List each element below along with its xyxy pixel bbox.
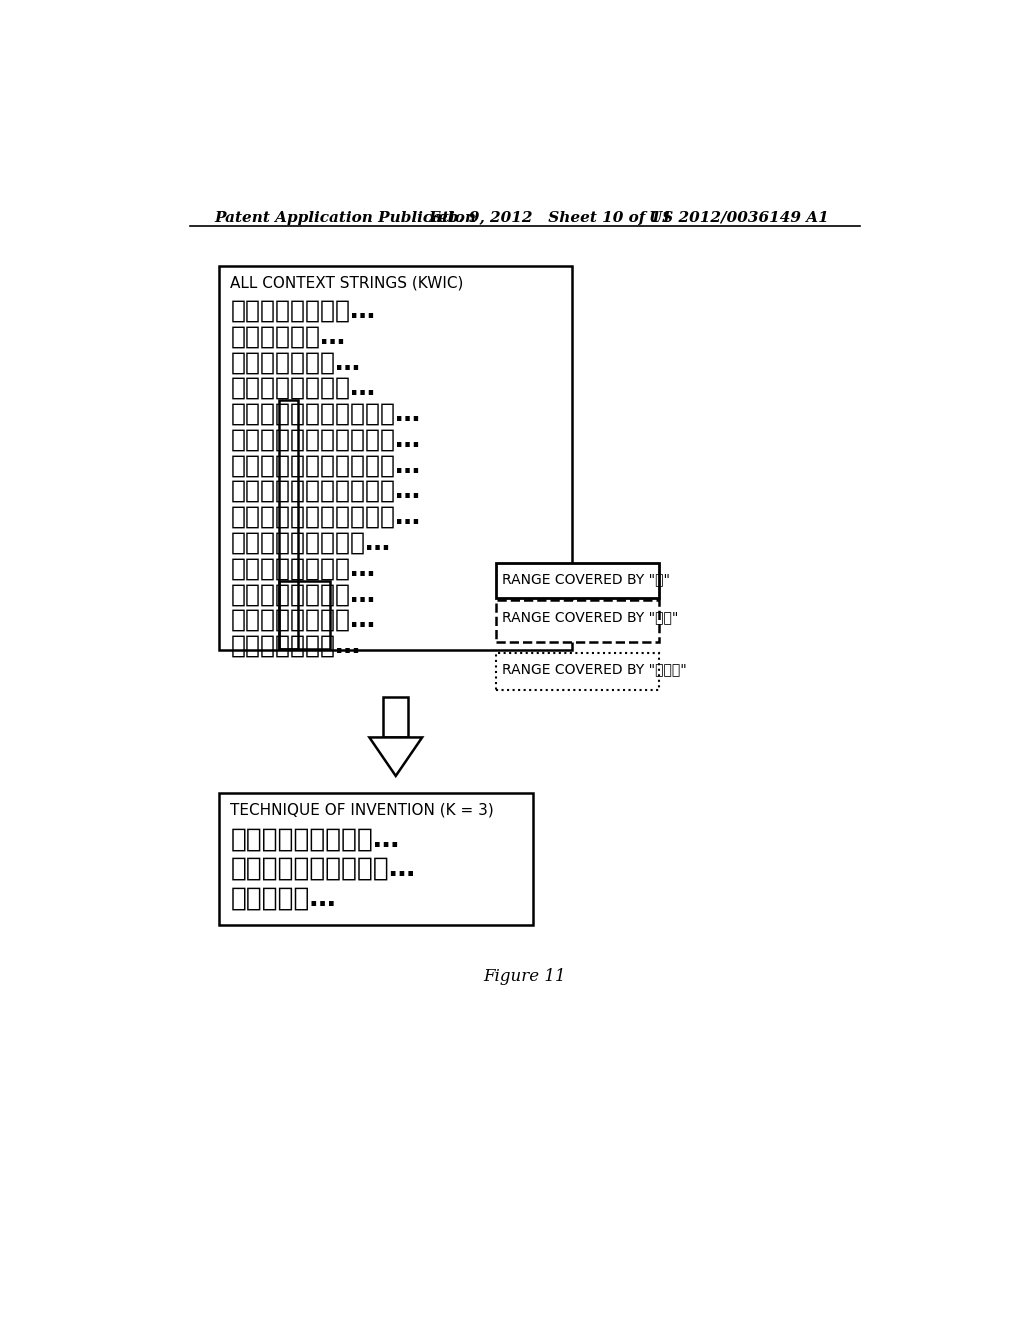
Text: Figure 11: Figure 11: [483, 968, 566, 985]
Bar: [219, 267, 572, 649]
Text: ボタンをクリックでき…: ボタンをクリックでき…: [230, 857, 416, 882]
Bar: [496, 599, 658, 642]
Text: Feb. 9, 2012   Sheet 10 of 11: Feb. 9, 2012 Sheet 10 of 11: [429, 211, 673, 224]
Text: ボタンを押したら…: ボタンを押したら…: [230, 557, 376, 581]
Text: ボタンをクリックして下…: ボタンをクリックして下…: [230, 428, 421, 451]
Text: Patent Application Publication: Patent Application Publication: [215, 211, 477, 224]
Text: ボタンを押せませ…: ボタンを押せませ…: [230, 609, 376, 632]
Text: ALL CONTEXT STRINGS (KWIC): ALL CONTEXT STRINGS (KWIC): [230, 276, 464, 290]
Bar: [383, 697, 409, 738]
Text: ボタンをクリックしたら…: ボタンをクリックしたら…: [230, 401, 421, 426]
Text: RANGE COVERED BY "を押": RANGE COVERED BY "を押": [503, 610, 679, 624]
Text: ボタンをクリックできな…: ボタンをクリックできな…: [230, 479, 421, 503]
Text: ボタンをクリック、…: ボタンをクリック、…: [230, 531, 390, 554]
Text: ボタンが赤い…: ボタンが赤い…: [230, 325, 345, 348]
Text: TECHNIQUE OF INVENTION (K = 3): TECHNIQUE OF INVENTION (K = 3): [230, 803, 494, 817]
Text: ボタンをクリックし…: ボタンをクリックし…: [230, 826, 399, 853]
Text: ボタンが大きくて…: ボタンが大きくて…: [230, 298, 376, 322]
Bar: [496, 653, 658, 689]
Text: US 2012/0036149 A1: US 2012/0036149 A1: [649, 211, 828, 224]
Bar: [280, 400, 298, 649]
Bar: [280, 581, 331, 649]
Text: ボタンを押…: ボタンを押…: [230, 886, 336, 911]
Text: ボタンをクリックできま…: ボタンをクリックできま…: [230, 506, 421, 529]
Text: RANGE COVERED BY "を": RANGE COVERED BY "を": [503, 572, 671, 586]
Bar: [219, 793, 534, 925]
Text: ボタンに書いてあ…: ボタンに書いてあ…: [230, 376, 376, 400]
Text: ボタンをクリックしよう…: ボタンをクリックしよう…: [230, 453, 421, 478]
Bar: [496, 562, 658, 598]
Text: ボタンという表…: ボタンという表…: [230, 350, 360, 374]
Text: ボタンを押しては…: ボタンを押しては…: [230, 582, 376, 606]
Polygon shape: [370, 738, 422, 776]
Text: ボタンを押そう…: ボタンを押そう…: [230, 634, 360, 657]
Text: RANGE COVERED BY "を押し": RANGE COVERED BY "を押し": [503, 663, 687, 676]
